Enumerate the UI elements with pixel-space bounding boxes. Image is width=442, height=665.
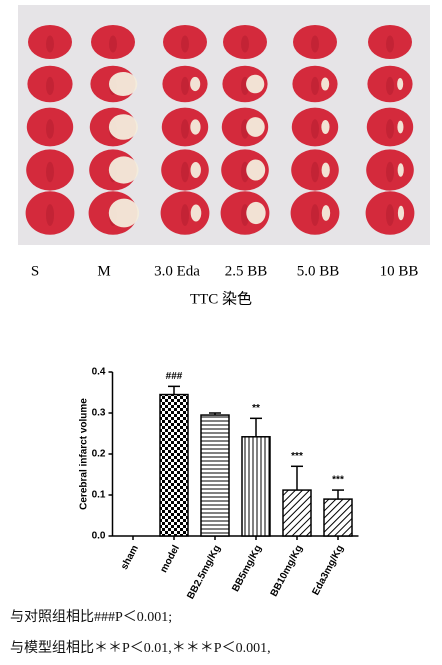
x-tick-label: BB10mg/Kg — [269, 543, 305, 598]
x-tick-label: BB5mg/Kg — [230, 543, 264, 593]
y-tick-label: 0.4 — [92, 367, 106, 378]
slice-midline — [311, 76, 319, 96]
infarct — [246, 201, 266, 225]
infarct — [397, 77, 404, 91]
slice-midline — [311, 204, 319, 226]
photo-label: 3.0 Eda — [154, 263, 200, 279]
slice-midline — [46, 204, 54, 226]
infarct — [397, 120, 404, 134]
infarct — [190, 204, 202, 222]
infarct — [108, 156, 139, 184]
slice-midline — [386, 204, 394, 226]
slice-midline — [181, 119, 189, 139]
significance-label: *** — [332, 475, 344, 486]
infarct — [246, 159, 266, 181]
slice-midline — [46, 35, 54, 53]
infarct — [108, 198, 140, 228]
photo-label: 10 BB — [380, 263, 419, 279]
y-axis-label: Cerebral infarct volume — [79, 398, 90, 510]
infarct — [108, 114, 138, 140]
infarct — [246, 74, 265, 94]
bar — [323, 498, 353, 537]
infarct — [246, 117, 265, 137]
photo-label: S — [31, 263, 39, 279]
slice-midline — [46, 161, 54, 183]
bar — [241, 436, 271, 537]
infarct — [321, 120, 330, 134]
x-tick-label: sham — [119, 543, 141, 571]
slice-midline — [46, 119, 54, 139]
bar — [159, 393, 189, 537]
slice-midline — [386, 35, 394, 53]
bar — [200, 414, 230, 537]
x-tick-label: BB2.5mg/Kg — [185, 543, 223, 600]
x-tick-label: model — [158, 543, 182, 574]
infarct — [108, 71, 138, 97]
bar — [282, 489, 312, 537]
infarct — [190, 76, 201, 92]
infarct — [190, 119, 201, 135]
significance-label: ### — [166, 371, 183, 382]
slice-midline — [311, 35, 319, 53]
slice-midline — [46, 76, 54, 96]
photo-label: M — [97, 263, 110, 279]
photo-label: 2.5 BB — [225, 263, 268, 279]
infarct — [321, 205, 331, 221]
slice-midline — [311, 161, 319, 183]
slice-midline — [181, 161, 189, 183]
slice-midline — [181, 35, 189, 53]
slice-midline — [311, 119, 319, 139]
infarct — [321, 162, 330, 178]
y-tick-label: 0.3 — [92, 408, 106, 419]
slice-midline — [241, 35, 249, 53]
footnote: 与对照组相比###P＜0.001; — [10, 610, 173, 625]
y-tick-label: 0.1 — [92, 490, 106, 501]
slice-midline — [386, 76, 394, 96]
slice-midline — [109, 35, 117, 53]
photo-caption: TTC 染色 — [190, 290, 252, 307]
brain-slices — [25, 25, 415, 235]
infarct — [397, 163, 404, 177]
x-tick-label: Eda3mg/Kg — [310, 543, 346, 597]
significance-label: ** — [252, 403, 260, 414]
significance-label: *** — [291, 451, 303, 462]
slice-midline — [181, 204, 189, 226]
slice-midline — [386, 161, 394, 183]
infarct — [190, 161, 201, 179]
infarct — [321, 77, 330, 91]
y-tick-label: 0.2 — [92, 449, 106, 460]
y-tick-label: 0.0 — [92, 531, 106, 542]
slice-midline — [181, 76, 189, 96]
infarct — [397, 205, 405, 221]
slice-midline — [386, 119, 394, 139]
photo-label: 5.0 BB — [297, 263, 340, 279]
footnote: 与模型组相比＊＊P＜0.01,＊＊＊P＜0.001, — [10, 641, 271, 656]
figure-graphics: TTC 染色 Cerebral infarct volume S M 3.0 Eda… — [18, 5, 430, 600]
